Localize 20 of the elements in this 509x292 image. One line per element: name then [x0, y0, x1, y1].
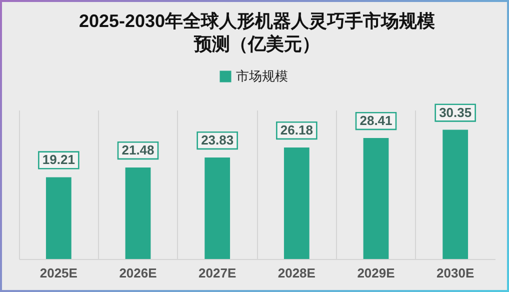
data-label: 30.35 [439, 104, 472, 120]
data-label: 19.21 [42, 152, 75, 168]
bar [284, 148, 310, 259]
data-label: 28.41 [360, 113, 392, 128]
x-tick-label: 2026E [119, 266, 158, 280]
data-label: 21.48 [122, 142, 154, 158]
x-tick-label: 2025E [40, 266, 78, 280]
bar [125, 168, 151, 259]
x-tick-label: 2030E [436, 266, 474, 280]
x-tick-label: 2028E [278, 266, 316, 280]
bar [442, 130, 468, 259]
bar [363, 138, 389, 259]
data-label: 23.83 [201, 132, 234, 148]
legend-label: 市场规模 [236, 68, 288, 84]
data-label: 26.18 [280, 122, 313, 138]
bar [46, 177, 72, 259]
x-tick-label: 2029E [357, 266, 396, 280]
x-tick-label: 2027E [198, 266, 236, 280]
bar [204, 158, 230, 259]
chart-title: 2025-2030年全球人形机器人灵巧手市场规模预测（亿美元） [78, 11, 436, 54]
